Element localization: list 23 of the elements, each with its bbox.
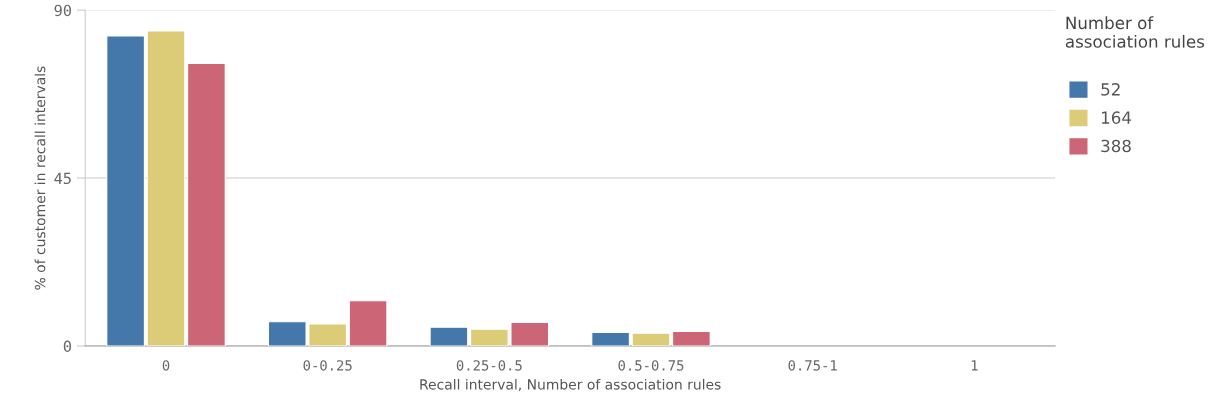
y-tick-label: 90 <box>54 4 72 17</box>
x-tick-label: 0.25-0.5 <box>456 360 522 371</box>
legend-label: 52 <box>1101 83 1120 96</box>
bar <box>672 330 711 346</box>
x-tick-label: 0-0.25 <box>303 360 352 371</box>
bar <box>187 62 226 346</box>
legend-title: Number of association rules <box>1065 16 1205 48</box>
bar <box>348 300 388 346</box>
legend-label: 388 <box>1101 139 1131 153</box>
x-tick-label: 0 <box>162 360 170 371</box>
x-axis-title: Recall interval, Number of association rules <box>420 378 721 392</box>
y-tick-label: 45 <box>54 172 71 185</box>
y-axis-title: % of customer in recall intervals <box>34 66 46 290</box>
bar <box>146 30 186 346</box>
x-tick-label: 1 <box>971 360 978 371</box>
x-tick-label: 0.75-1 <box>788 360 837 371</box>
legend-label: 164 <box>1101 111 1132 124</box>
bar <box>591 331 630 346</box>
bar <box>429 326 469 346</box>
bar <box>631 332 671 346</box>
x-tick-label: 0.5-0.75 <box>618 360 684 371</box>
bar <box>106 35 145 346</box>
y-tick-label: 0 <box>63 340 71 353</box>
